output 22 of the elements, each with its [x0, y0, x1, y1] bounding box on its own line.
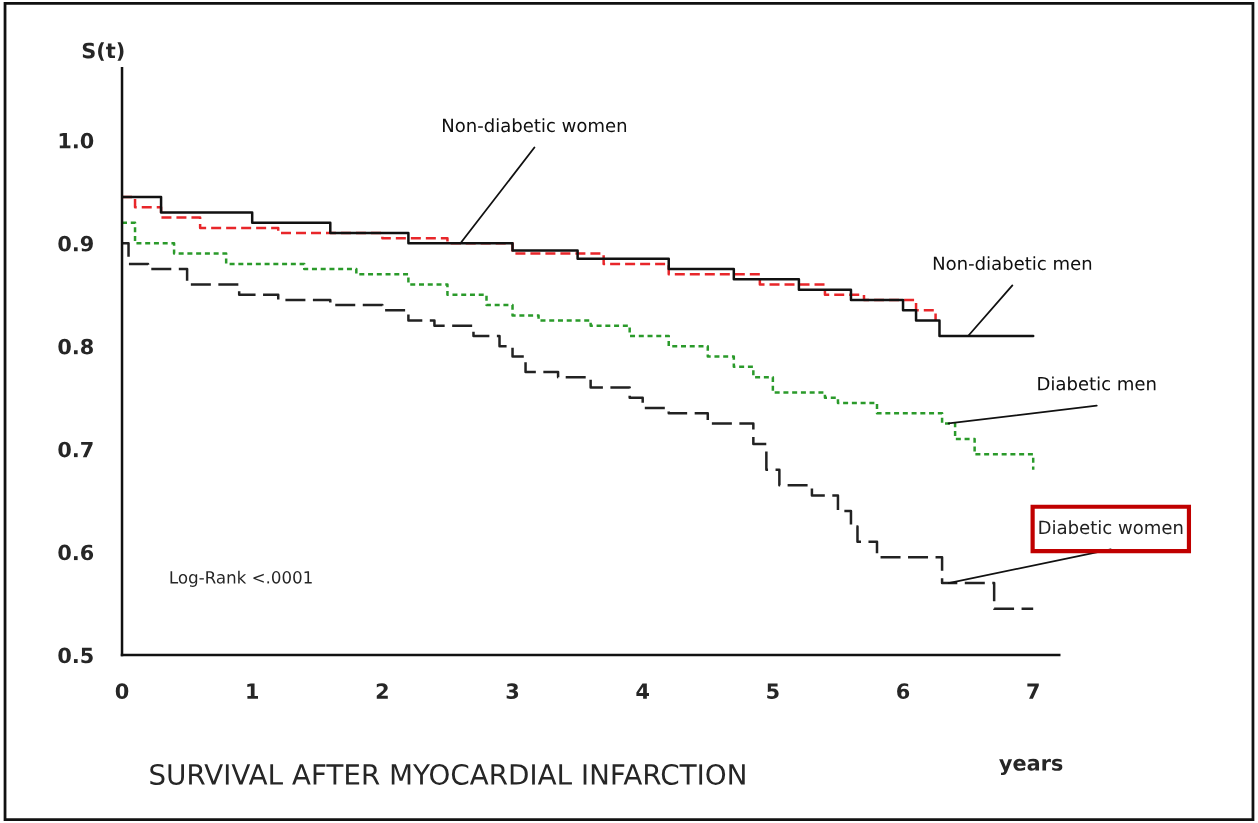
y-tick-label: 0.6	[58, 544, 94, 561]
x-tick-label: 5	[767, 683, 779, 700]
text: Diabetic men	[1038, 376, 1156, 391]
text: Non-diabetic men	[933, 256, 1092, 271]
x-tick-label: 2	[376, 683, 388, 699]
text: SURVIVAL AFTER MYOCARDIAL INFARCTION	[150, 763, 745, 785]
x-tick-label: 4	[636, 683, 649, 699]
y-tick-label: 1.0	[59, 132, 94, 149]
y-axis-title: S(t)	[82, 42, 124, 61]
x-axis-title: years	[999, 758, 1063, 776]
x-tick-label: 1	[247, 683, 259, 699]
x-tick-label: 6	[897, 683, 910, 700]
y-tick-label: 0.7	[58, 441, 93, 458]
annotation: Log-Rank <.0001	[170, 570, 312, 587]
x-tick-label: 7	[1027, 683, 1039, 699]
y-tick-label: 0.8	[58, 338, 93, 355]
x-tick-label: 0	[115, 683, 129, 700]
y-tick-label: 0.9	[58, 235, 93, 252]
y-tick-label: 0.5	[58, 647, 93, 664]
x-tick-label: 3	[506, 683, 519, 700]
text: Non-diabetic women	[443, 118, 627, 133]
text: Diabetic women	[1039, 520, 1183, 535]
